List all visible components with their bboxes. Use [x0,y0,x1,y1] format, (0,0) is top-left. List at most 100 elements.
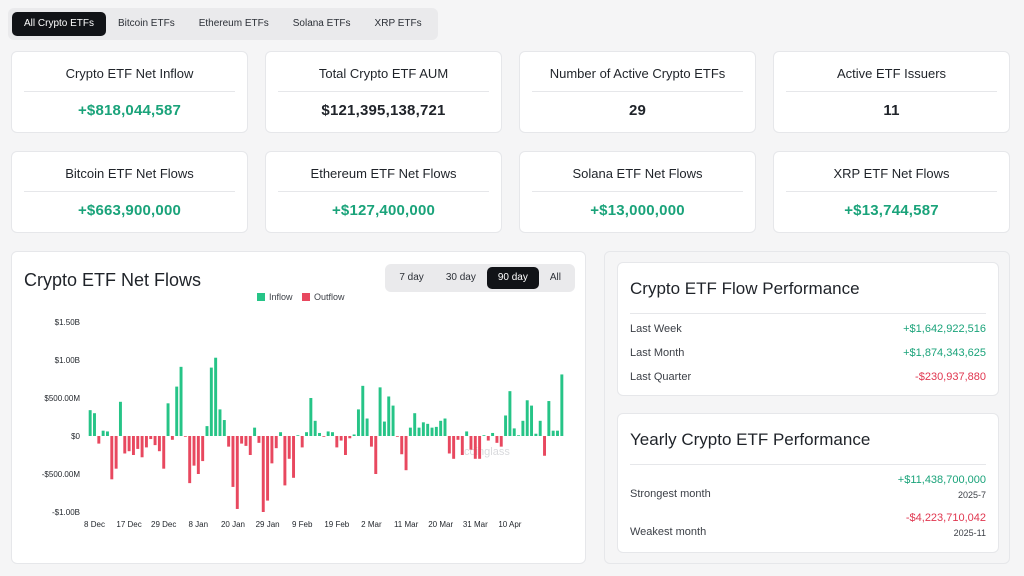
stat-value: +$818,044,587 [77,102,182,119]
outflow-bar [110,436,114,480]
y-tick-label: $1.00B [55,356,80,365]
inflow-bar [309,398,313,436]
perf-value: -$230,937,880 [915,371,986,383]
yearly-performance-card: Yearly Crypto ETF Performance Strongest … [617,413,999,553]
stat-title: Ethereum ETF Net Flows [310,166,457,181]
net-flows-bar-chart: Inflow Outflow $1.50B $1.00B $500.00M $0 -$500… [42,292,564,529]
inflow-bar [253,427,257,436]
inflow-bar [222,420,226,436]
tab-all-crypto-etfs[interactable]: All Crypto ETFs [12,12,107,36]
stat-value: 29 [628,102,647,119]
outflow-bar [114,436,118,469]
inflow-bar [205,426,209,436]
outflow-bar [404,436,408,471]
stat-card-etf-issuers: Active ETF Issuers 11 [773,51,1010,133]
inflow-bar [214,357,218,436]
tab-ethereum-etfs[interactable]: Ethereum ETFs [198,18,269,29]
perf-date: 2025-11 [953,528,986,538]
divider [24,91,235,92]
x-tick-label: 2 Mar [361,520,382,529]
inflow-bar [434,426,438,436]
x-tick-label: 20 Mar [428,520,453,529]
outflow-bar [257,436,261,443]
strongest-month-row: Strongest month +$11,438,700,000 2025-7 [630,474,986,500]
inflow-bar [101,430,105,436]
outflow-bar [495,436,499,443]
inflow-bar [443,418,447,436]
outflow-bar [240,436,244,444]
x-tick-label: 17 Dec [116,520,141,529]
outflow-bar [469,436,473,450]
inflow-bar [421,422,425,436]
outflow-bar [235,436,239,509]
inflow-bar [439,420,443,436]
perf-label: Last Week [630,323,682,335]
stat-value: 11 [883,102,900,119]
outflow-bar [188,436,192,484]
outflow-bar [231,436,235,487]
inflow-bar [318,432,321,436]
inflow-bar [387,396,391,436]
inflow-bar [331,432,334,436]
chart-title: Crypto ETF Net Flows [24,270,202,290]
perf-row-last-month: Last Month +$1,874,343,625 [630,347,986,359]
divider [278,91,489,92]
tab-xrp-etfs[interactable]: XRP ETFs [374,18,422,29]
inflow-bar [508,391,512,436]
perf-date: 2025-7 [957,490,986,500]
x-tick-label: 11 Mar [394,520,419,529]
tab-bitcoin-etfs[interactable]: Bitcoin ETFs [118,18,175,29]
outflow-bar [287,436,291,459]
inflow-bar [296,435,300,436]
outflow-bar [127,436,131,452]
outflow-bar [400,436,404,455]
outflow-bar [374,436,378,474]
x-tick-label: 20 Jan [221,520,245,529]
inflow-bar [313,420,317,436]
outflow-bar [227,436,231,447]
tab-solana-etfs[interactable]: Solana ETFs [292,18,351,29]
legend-label-outflow: Outflow [314,292,345,302]
outflow-bar [162,436,166,469]
perf-label: Last Month [630,347,685,359]
outflow-bar [183,436,187,437]
inflow-bar [465,431,469,436]
legend-label-inflow: Inflow [269,292,293,302]
range-all-button[interactable]: All [549,272,561,283]
stat-card-ethereum-flows: Ethereum ETF Net Flows +$127,400,000 [265,151,502,233]
range-7-day-button[interactable]: 7 day [399,272,424,283]
inflow-bar [482,435,486,436]
inflow-bar [382,421,386,436]
inflow-bar [218,409,222,436]
y-tick-label: $1.50B [55,318,80,327]
inflow-bar [175,386,179,436]
inflow-bar [547,401,551,436]
x-tick-label: 8 Jan [189,520,209,529]
outflow-bar [478,436,482,459]
inflow-bar [408,427,412,436]
stat-title: Total Crypto ETF AUM [318,66,449,81]
inflow-bar [391,405,395,436]
divider [532,91,743,92]
outflow-bar [335,436,339,448]
stat-title: Number of Active Crypto ETFs [549,66,726,81]
outflow-bar [123,436,127,454]
outflow-bar [196,436,200,474]
stat-title: Active ETF Issuers [836,66,947,81]
outflow-bar [144,436,148,448]
outflow-bar [97,436,101,444]
outflow-bar [344,436,347,455]
inflow-bar [551,430,555,436]
range-90-day-button[interactable]: 90 day [486,267,539,289]
stat-title: XRP ETF Net Flows [833,166,950,181]
stat-value: +$663,900,000 [77,202,182,219]
outflow-bar [369,436,373,447]
yearly-performance-title: Yearly Crypto ETF Performance [630,430,871,449]
inflow-bar [279,432,283,436]
inflow-bar [361,385,365,436]
inflow-bar [166,403,170,436]
stat-card-total-aum: Total Crypto ETF AUM $121,395,138,721 [265,51,502,133]
inflow-bar [88,410,92,436]
range-30-day-button[interactable]: 30 day [445,272,476,283]
outflow-bar [201,436,205,462]
